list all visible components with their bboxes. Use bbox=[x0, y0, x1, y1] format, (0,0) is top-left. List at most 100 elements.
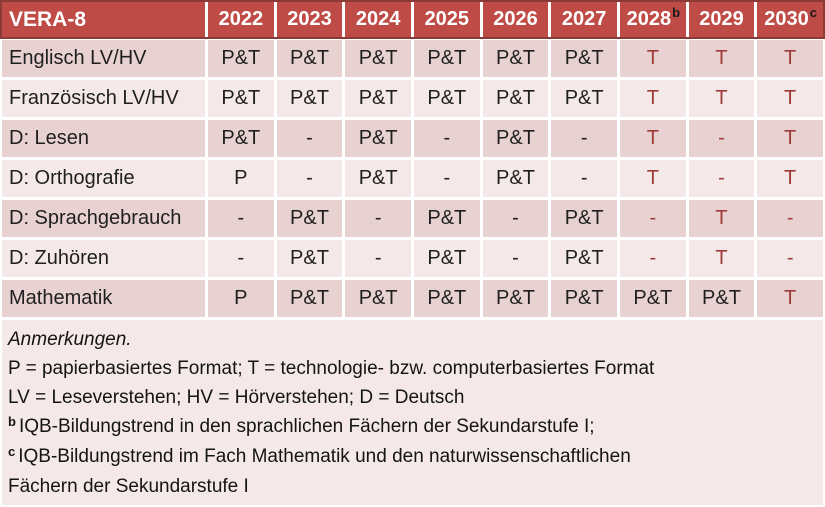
footnote-marker-c: c bbox=[8, 444, 16, 459]
format-cell: P&T bbox=[482, 280, 549, 317]
notes-heading: Anmerkungen. bbox=[8, 329, 132, 350]
year-label: 2022 bbox=[218, 8, 264, 30]
format-cell: T bbox=[757, 40, 823, 77]
format-cell: P&T bbox=[551, 280, 617, 317]
year-label: 2027 bbox=[561, 8, 607, 30]
note-line: LV = Leseverstehen; HV = Hörverstehen; D… bbox=[8, 383, 813, 412]
row-label: D: Lesen bbox=[2, 120, 205, 157]
note-text: IQB-Bildungstrend in den sprachlichen Fä… bbox=[18, 416, 595, 437]
year-header-cell: 2026 bbox=[482, 2, 549, 37]
table-header-row: VERA-8 2022 2023 2024 2025 2026 2027 2028 b 2029… bbox=[2, 2, 823, 37]
format-cell: P&T bbox=[619, 280, 686, 317]
format-cell: - bbox=[551, 160, 617, 197]
table-row: D: Zuhören - P&T - P&T - P&T - T - bbox=[2, 240, 823, 277]
year-label: 2029 bbox=[699, 8, 744, 30]
format-cell: P&T bbox=[482, 160, 549, 197]
year-header-cell: 2024 bbox=[345, 2, 411, 37]
format-cell: - bbox=[619, 240, 686, 277]
format-cell: P&T bbox=[551, 200, 617, 237]
format-cell: - bbox=[345, 240, 411, 277]
year-label: 2024 bbox=[355, 8, 401, 30]
format-cell: - bbox=[276, 160, 343, 197]
format-cell: P&T bbox=[413, 200, 480, 237]
format-cell: P&T bbox=[345, 280, 411, 317]
year-label: 2025 bbox=[424, 8, 470, 30]
format-cell: P&T bbox=[276, 280, 343, 317]
year-header-cell: 2027 bbox=[551, 2, 617, 37]
format-cell: P&T bbox=[551, 40, 617, 77]
format-cell: P&T bbox=[482, 40, 549, 77]
format-cell: - bbox=[551, 120, 617, 157]
year-header-cell: 2025 bbox=[413, 2, 480, 37]
format-cell: T bbox=[619, 160, 686, 197]
format-cell: P&T bbox=[276, 200, 343, 237]
format-cell: P&T bbox=[551, 240, 617, 277]
footnote-marker-b: b bbox=[672, 5, 681, 20]
note-line: b IQB-Bildungstrend in den sprachlichen F… bbox=[8, 412, 813, 442]
format-cell: - bbox=[208, 240, 274, 277]
table-row: Französisch LV/HV P&T P&T P&T P&T P&T P&T T T T bbox=[2, 80, 823, 117]
footnote-marker-c: c bbox=[809, 5, 818, 20]
format-cell: T bbox=[688, 40, 755, 77]
format-cell: T bbox=[619, 40, 686, 77]
note-text: Fächern der Sekundarstufe I bbox=[8, 476, 249, 497]
format-cell: T bbox=[688, 80, 755, 117]
format-cell: - bbox=[208, 200, 274, 237]
format-cell: P&T bbox=[208, 120, 274, 157]
format-cell: P&T bbox=[482, 120, 549, 157]
notes-section: Anmerkungen. P = papierbasiertes Format; … bbox=[2, 320, 823, 505]
format-cell: P&T bbox=[551, 80, 617, 117]
format-cell: P&T bbox=[276, 240, 343, 277]
format-cell: - bbox=[276, 120, 343, 157]
format-cell: P&T bbox=[413, 80, 480, 117]
format-cell: - bbox=[619, 200, 686, 237]
format-cell: P&T bbox=[345, 80, 411, 117]
format-cell: - bbox=[757, 240, 823, 277]
format-cell: T bbox=[619, 80, 686, 117]
format-cell: - bbox=[413, 120, 480, 157]
table-row: Englisch LV/HV P&T P&T P&T P&T P&T P&T T T T bbox=[2, 40, 823, 77]
format-cell: T bbox=[619, 120, 686, 157]
row-label: Mathematik bbox=[2, 280, 205, 317]
format-cell: P bbox=[208, 160, 274, 197]
row-label: D: Zuhören bbox=[2, 240, 205, 277]
footnote-marker-b: b bbox=[8, 414, 16, 429]
format-cell: P&T bbox=[413, 280, 480, 317]
year-label: 2023 bbox=[287, 8, 332, 30]
year-header-cell: 2030 c bbox=[757, 2, 823, 37]
format-cell: - bbox=[482, 240, 549, 277]
note-line: c IQB-Bildungstrend im Fach Mathematik un… bbox=[8, 442, 813, 472]
format-cell: T bbox=[757, 120, 823, 157]
note-line: P = papierbasiertes Format; T = technolo… bbox=[8, 354, 813, 383]
table-body: Englisch LV/HV P&T P&T P&T P&T P&T P&T T T T Franz… bbox=[2, 40, 823, 317]
year-header-cell: 2028 b bbox=[619, 2, 686, 37]
format-cell: P&T bbox=[482, 80, 549, 117]
table-title-cell: VERA-8 bbox=[2, 2, 205, 37]
year-header-cell: 2029 bbox=[688, 2, 755, 37]
format-cell: - bbox=[688, 120, 755, 157]
note-text: LV = Leseverstehen; HV = Hörverstehen; D… bbox=[8, 387, 465, 408]
row-label: D: Sprachgebrauch bbox=[2, 200, 205, 237]
format-cell: P&T bbox=[345, 40, 411, 77]
year-header-cell: 2023 bbox=[276, 2, 343, 37]
format-cell: - bbox=[688, 160, 755, 197]
format-cell: P&T bbox=[345, 160, 411, 197]
format-cell: T bbox=[688, 200, 755, 237]
format-cell: T bbox=[757, 80, 823, 117]
format-cell: - bbox=[413, 160, 480, 197]
table-title: VERA-8 bbox=[9, 7, 87, 31]
note-text: P = papierbasiertes Format; T = technolo… bbox=[8, 358, 655, 379]
row-label: Französisch LV/HV bbox=[2, 80, 205, 117]
table-row: Mathematik P P&T P&T P&T P&T P&T P&T P&T T bbox=[2, 280, 823, 317]
format-cell: P&T bbox=[208, 40, 274, 77]
format-cell: - bbox=[757, 200, 823, 237]
table-row: D: Orthografie P - P&T - P&T - T - T bbox=[2, 160, 823, 197]
year-label: 2028 bbox=[626, 8, 672, 30]
format-cell: P bbox=[208, 280, 274, 317]
format-cell: P&T bbox=[688, 280, 755, 317]
table-row: D: Lesen P&T - P&T - P&T - T - T bbox=[2, 120, 823, 157]
table-row: D: Sprachgebrauch - P&T - P&T - P&T - T - bbox=[2, 200, 823, 237]
format-cell: - bbox=[345, 200, 411, 237]
format-cell: T bbox=[757, 280, 823, 317]
